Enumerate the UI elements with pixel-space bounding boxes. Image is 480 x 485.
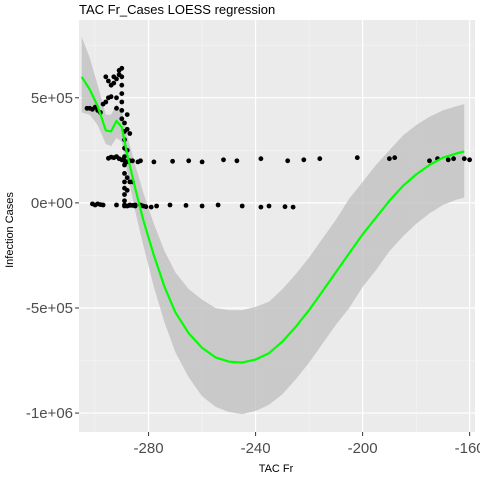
data-point bbox=[290, 204, 296, 210]
data-point bbox=[122, 162, 127, 168]
data-point bbox=[114, 95, 119, 101]
data-point bbox=[108, 94, 114, 100]
data-point bbox=[122, 171, 127, 176]
data-point bbox=[119, 91, 125, 96]
data-point bbox=[266, 203, 272, 209]
data-point bbox=[427, 158, 432, 164]
data-point bbox=[100, 202, 106, 208]
data-point bbox=[114, 105, 119, 111]
data-point bbox=[451, 156, 456, 162]
data-point bbox=[285, 158, 291, 164]
data-point bbox=[467, 157, 472, 163]
data-point bbox=[354, 155, 360, 161]
chart-title: TAC Fr_Cases LOESS regression bbox=[79, 2, 275, 17]
y-axis: 5e+05 0e+00 -5e+05 -1e+06 bbox=[26, 90, 79, 422]
data-point bbox=[392, 155, 398, 161]
data-point bbox=[301, 157, 307, 163]
x-tick-label: -160 bbox=[455, 440, 480, 457]
data-point bbox=[122, 154, 127, 160]
data-point bbox=[122, 179, 127, 185]
data-point bbox=[317, 156, 323, 162]
data-point bbox=[119, 82, 125, 88]
data-point bbox=[258, 204, 264, 210]
y-axis-title: Infection Cases bbox=[4, 192, 16, 268]
data-point bbox=[167, 202, 173, 208]
data-point bbox=[199, 203, 205, 209]
data-point bbox=[387, 156, 392, 162]
data-point bbox=[461, 156, 467, 162]
x-tick-label: -200 bbox=[348, 440, 378, 457]
y-tick-label: 5e+05 bbox=[31, 90, 73, 107]
data-point bbox=[234, 158, 240, 164]
data-point bbox=[186, 158, 192, 164]
data-point bbox=[143, 204, 149, 210]
data-point bbox=[124, 187, 130, 193]
data-point bbox=[132, 202, 138, 208]
data-point bbox=[445, 157, 451, 163]
data-point bbox=[124, 175, 130, 181]
data-point bbox=[122, 203, 127, 209]
data-point bbox=[170, 158, 176, 164]
data-point bbox=[127, 203, 133, 208]
data-point bbox=[119, 108, 125, 113]
data-point bbox=[138, 158, 143, 164]
data-point bbox=[154, 203, 160, 209]
y-tick-label: -5e+05 bbox=[26, 300, 73, 317]
data-point bbox=[119, 74, 125, 80]
data-point bbox=[111, 80, 117, 86]
data-point bbox=[151, 159, 157, 165]
data-point bbox=[282, 204, 288, 210]
y-tick-label: 0e+00 bbox=[31, 195, 73, 212]
data-point bbox=[106, 155, 111, 161]
data-points bbox=[84, 65, 472, 210]
x-tick-label: -280 bbox=[134, 440, 164, 457]
data-point bbox=[114, 76, 119, 82]
data-point bbox=[114, 202, 119, 208]
data-point bbox=[103, 99, 109, 105]
data-point bbox=[119, 65, 125, 71]
data-point bbox=[199, 159, 205, 165]
data-point bbox=[122, 120, 127, 126]
confidence-band bbox=[81, 36, 465, 415]
data-point bbox=[127, 131, 133, 136]
loess-line bbox=[80, 76, 465, 364]
x-axis: -280 -240 -200 -160 bbox=[134, 432, 480, 457]
data-point bbox=[215, 202, 221, 208]
data-point bbox=[106, 78, 111, 84]
data-point bbox=[122, 192, 127, 197]
data-point bbox=[103, 74, 109, 80]
x-tick-label: -240 bbox=[241, 440, 271, 457]
data-point bbox=[124, 112, 130, 117]
data-point bbox=[183, 203, 189, 208]
data-point bbox=[119, 116, 125, 122]
data-point bbox=[124, 126, 130, 132]
data-point bbox=[92, 104, 98, 110]
data-point bbox=[221, 157, 226, 163]
x-axis-title: TAC Fr bbox=[259, 463, 294, 475]
data-point bbox=[119, 99, 125, 105]
data-point bbox=[130, 158, 135, 164]
data-point bbox=[122, 198, 127, 204]
y-tick-label: -1e+06 bbox=[26, 405, 73, 422]
data-point bbox=[239, 203, 245, 209]
data-point bbox=[148, 204, 154, 210]
data-point bbox=[258, 156, 264, 162]
